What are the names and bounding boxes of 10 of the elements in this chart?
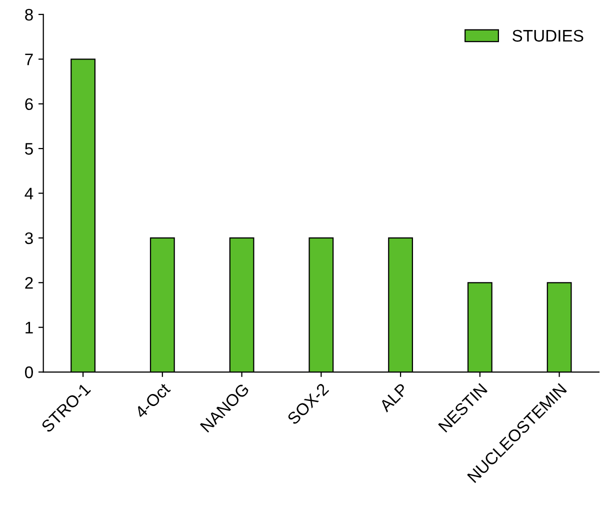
y-tick-label: 6 bbox=[25, 98, 33, 110]
y-tick-label: 3 bbox=[24, 232, 33, 244]
y-tick-label: 0 bbox=[25, 366, 33, 378]
legend-label: STUDIES bbox=[512, 30, 584, 42]
y-tick-label: 5 bbox=[25, 143, 33, 155]
y-tick-label: 2 bbox=[25, 277, 33, 289]
y-tick-label: 7 bbox=[25, 54, 33, 66]
y-tick-label: 4 bbox=[24, 188, 34, 200]
y-tick-label: 8 bbox=[25, 8, 33, 21]
y-tick-label: 1 bbox=[26, 322, 33, 334]
